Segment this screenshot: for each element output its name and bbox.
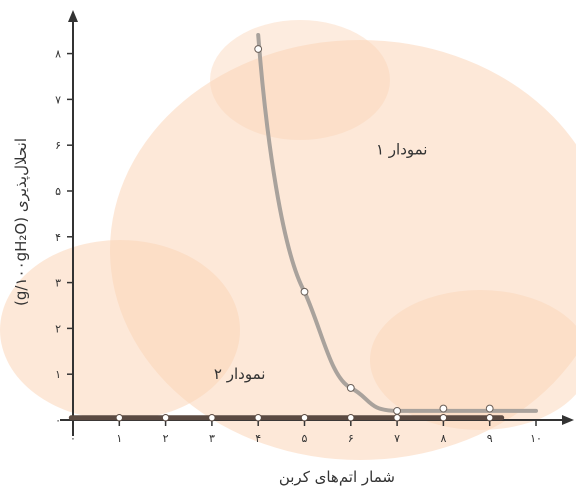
series-2-point	[300, 414, 309, 422]
x-tick-label: ۶	[348, 432, 354, 445]
series-1-point	[439, 404, 448, 413]
series-2-point	[254, 414, 262, 422]
x-tick-label: ۰	[70, 432, 76, 445]
series-2-point	[161, 414, 170, 422]
x-axis-title: شمار اتم‌های کربن	[279, 468, 395, 486]
series-layer	[68, 33, 538, 422]
y-tick-label: ۱	[55, 368, 61, 381]
watermark-segment	[370, 290, 576, 430]
series-2-point	[347, 414, 355, 422]
x-tick-label: ۱	[116, 432, 122, 445]
series-2-point	[208, 414, 216, 422]
y-tick-label: ۰	[55, 414, 61, 427]
y-tick-label: ۷	[55, 93, 61, 106]
series-1-point	[485, 404, 494, 413]
y-axis-arrow	[68, 10, 78, 22]
series-2-point	[486, 414, 494, 422]
x-tick-label: ۳	[209, 432, 215, 445]
x-tick-label: ۴	[255, 432, 261, 445]
y-tick-label: ۸	[55, 48, 61, 61]
watermark-segment	[0, 240, 240, 420]
x-axis-arrow	[562, 415, 574, 425]
series-2-point	[115, 414, 124, 422]
y-tick-label: ۳	[55, 277, 61, 290]
series-2-point	[393, 414, 401, 422]
x-tick-label: ۵	[302, 432, 308, 445]
x-tick-label: ۹	[487, 432, 493, 445]
y-tick-label: ۲	[55, 322, 61, 335]
x-tick-label: ۸	[440, 432, 446, 445]
series-1-point	[254, 45, 263, 53]
y-axis-title: انحلال‌پذیری (g/۱۰۰gH₂O)	[12, 138, 31, 306]
x-tick-label: ۱۰	[530, 432, 542, 445]
y-tick-label: ۵	[55, 185, 61, 198]
series-1-point	[393, 406, 402, 415]
series-1-label: نمودار ۱	[376, 140, 428, 158]
series-1-point	[346, 384, 355, 392]
y-tick-label: ۶	[55, 139, 61, 152]
series-1-point	[300, 287, 309, 296]
x-tick-label: ۷	[394, 432, 400, 445]
series-2-label: نمودار ۲	[214, 365, 266, 383]
series-2-point	[439, 414, 448, 422]
watermark-segment	[210, 20, 390, 140]
x-tick-label: ۲	[163, 432, 169, 445]
series-1-line	[256, 33, 538, 413]
y-tick-label: ۴	[55, 231, 61, 244]
